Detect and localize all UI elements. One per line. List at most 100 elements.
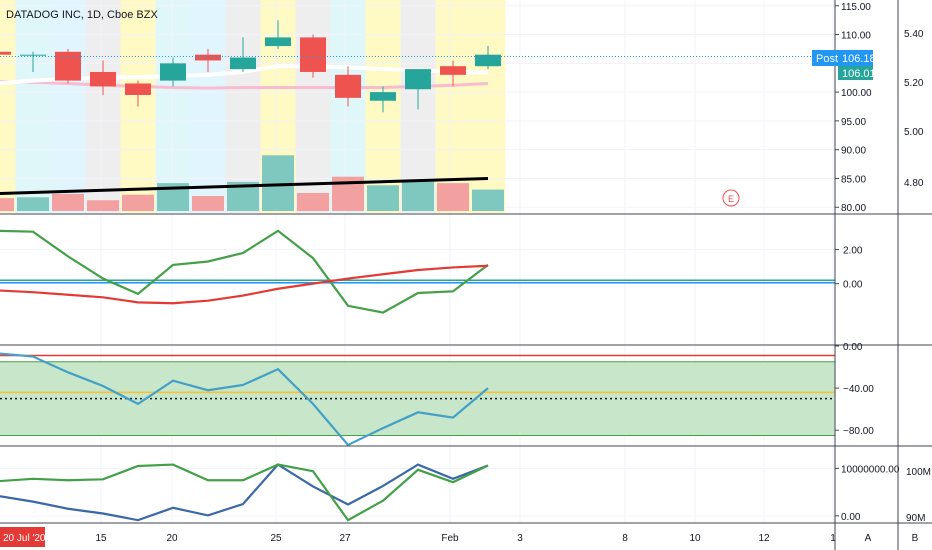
osc3-series-line (0, 463, 489, 522)
volume-bar (122, 194, 154, 211)
candle-body (195, 54, 221, 61)
osc1-series-line (0, 229, 489, 314)
candle (440, 60, 466, 87)
candle (405, 69, 431, 110)
price-axis-label: 90.00 (841, 146, 866, 157)
time-axis-label: 1 (830, 533, 836, 544)
session-band (470, 0, 506, 213)
price-pane[interactable]: DATADOG INC, 1D, Cboe BZX E (0, 0, 835, 523)
secondary-osc3-axis-label: 100M (906, 467, 931, 478)
candle-body (440, 66, 466, 75)
scale-mode-button[interactable]: B (912, 533, 919, 544)
time-axis-label: Feb (441, 533, 459, 544)
candle-body (0, 51, 11, 55)
osc3-axis-label: 10000000.00 (841, 464, 900, 475)
secondary-axis-label: 5.00 (904, 127, 924, 138)
secondary-osc3-axis-label: 90M (906, 513, 925, 524)
price-axis-label: 100.00 (841, 88, 872, 99)
candle-body (125, 83, 151, 95)
candle (125, 80, 151, 107)
time-axis[interactable]: 15 20 25 27 Feb 3 8 10 12 1 A B (95, 533, 918, 544)
osc1-axis-label: 2.00 (843, 246, 863, 257)
session-band (0, 0, 16, 213)
time-axis-label: 3 (517, 533, 523, 544)
scale-mode-button[interactable]: A (865, 533, 872, 544)
volume-bar (87, 200, 119, 211)
time-axis-label: 10 (689, 533, 701, 544)
candle-body (20, 54, 46, 56)
time-axis-label: 27 (339, 533, 351, 544)
price-axis-label: 80.00 (841, 203, 866, 214)
price-grid (0, 0, 835, 523)
osc1-series-line (0, 264, 489, 305)
candle (475, 46, 501, 70)
session-band (85, 0, 121, 213)
session-band (435, 0, 471, 213)
candle (0, 51, 11, 55)
candle (300, 34, 326, 78)
osc3-series-line (0, 463, 489, 522)
candle (160, 57, 186, 87)
candle (230, 37, 256, 72)
candle (90, 60, 116, 95)
candle-body (160, 63, 186, 81)
earnings-marker[interactable]: E (722, 189, 740, 207)
osc3-axis-label: 0.00 (841, 512, 861, 523)
osc2-axis-label: −80.00 (843, 426, 874, 437)
volume-bar (367, 185, 399, 211)
earnings-marker-label: E (728, 194, 734, 204)
secondary-price-axis[interactable]: 5.40 5.20 5.00 4.80 100M 90M (904, 29, 931, 524)
candle-body (405, 69, 431, 90)
time-axis-label: 12 (758, 533, 770, 544)
volume-bar (472, 189, 504, 211)
date-badge: 20 Jul '20 (0, 527, 46, 547)
session-band (225, 0, 261, 213)
candle (265, 20, 291, 49)
secondary-axis-label: 4.80 (904, 178, 924, 189)
time-axis-label: 25 (270, 533, 282, 544)
date-badge-label: 20 Jul '20 (3, 533, 46, 544)
candle-body (230, 57, 256, 70)
time-axis-label: 15 (95, 533, 107, 544)
candle-body (475, 54, 501, 67)
price-axis-label: 85.00 (841, 174, 866, 185)
volume-bar (402, 181, 434, 211)
session-band (50, 0, 86, 213)
volume-bar (297, 193, 329, 211)
session-band (295, 0, 331, 213)
candle-body (335, 74, 361, 98)
candle (195, 48, 221, 72)
candle (335, 66, 361, 107)
time-axis-label: 20 (166, 533, 178, 544)
candle-body (55, 51, 81, 81)
last-value: 106.01 (842, 68, 876, 80)
price-axis-label: 95.00 (841, 117, 866, 128)
osc2-axis-label: 0.00 (843, 342, 863, 353)
osc2-axis-label: −40.00 (843, 384, 874, 395)
session-bands (0, 0, 506, 213)
candlesticks (0, 20, 501, 113)
session-band (15, 0, 51, 213)
candle-body (90, 71, 116, 87)
osc2-series-line (0, 352, 489, 447)
trend-line[interactable] (0, 176, 489, 195)
volume-bar (0, 198, 14, 211)
volume-bar (192, 196, 224, 211)
oscillator-pane-1[interactable] (0, 229, 835, 314)
post-label: Post (816, 53, 838, 65)
candle (55, 48, 81, 84)
symbol-title: DATADOG INC, 1D, Cboe BZX (6, 9, 158, 21)
osc1-axis-label: 0.00 (843, 280, 863, 291)
session-band (155, 0, 191, 213)
volume-bar (52, 193, 84, 211)
volume-bar (17, 197, 49, 211)
candle-body (265, 37, 291, 47)
session-band (190, 0, 226, 213)
oscillator-pane-2[interactable] (0, 352, 835, 447)
candle-body (370, 92, 396, 101)
last-price-badge: 106.01 (838, 66, 876, 80)
secondary-axis-label: 5.40 (904, 29, 924, 40)
oscillator-pane-3[interactable] (0, 463, 835, 522)
